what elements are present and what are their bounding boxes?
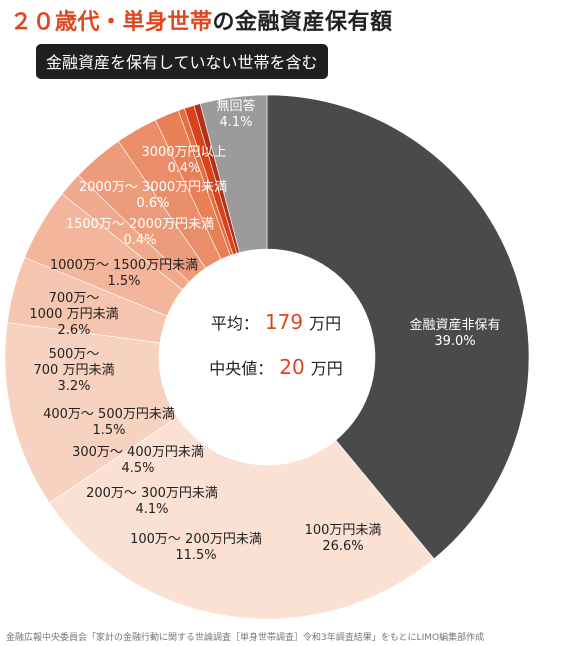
slice-label: 200万～ 300万円未満 4.1% [86, 486, 218, 517]
median-value: 20 [279, 355, 305, 379]
title-accent: ２０歳代・単身世帯 [10, 10, 213, 35]
average-label: 平均： [210, 314, 259, 333]
source-footnote: 金融広報中央委員会「家計の金融行動に関する世論調査［単身世帯調査］令和3年調査結… [6, 633, 485, 643]
chart-title: ２０歳代・単身世帯の金融資産保有額 [10, 4, 393, 36]
title-rest: の金融資産保有額 [212, 10, 393, 35]
median-line: 中央値： 20 万円 [186, 355, 366, 379]
average-line: 平均： 179 万円 [186, 310, 366, 334]
donut-slice [4, 322, 178, 504]
slice-label: 500万～ 700 万円未満 3.2% [34, 347, 115, 394]
slice-label: 金融資産非保有 39.0% [409, 317, 500, 349]
slice-label: 2000万～ 3000万円未満 0.6% [79, 180, 227, 211]
donut-slice [199, 94, 268, 253]
average-value: 179 [264, 310, 304, 334]
donut-slice [48, 416, 435, 620]
average-unit: 万円 [309, 314, 342, 333]
median-unit: 万円 [310, 359, 343, 378]
slice-label: 3000万円以上 0.4% [141, 145, 226, 176]
slice-label: 100万円未満 26.6% [305, 523, 382, 554]
slice-label: 1000万～ 1500万円未満 1.5% [50, 258, 198, 289]
slice-label: 400万～ 500万円未満 1.5% [43, 407, 175, 438]
subtitle-badge: 金融資産を保有していない世帯を含む [36, 44, 328, 79]
median-label: 中央値： [209, 359, 274, 378]
slice-label: 300万～ 400万円未満 4.5% [72, 445, 204, 476]
slice-label: 無回答 4.1% [216, 98, 255, 130]
slice-label: 100万～ 200万円未満 11.5% [130, 532, 262, 563]
donut-slice [266, 94, 530, 560]
slice-label: 700万～ 1000 万円未満 2.6% [29, 291, 118, 338]
slice-label: 1500万～ 2000万円未満 0.4% [66, 217, 214, 248]
